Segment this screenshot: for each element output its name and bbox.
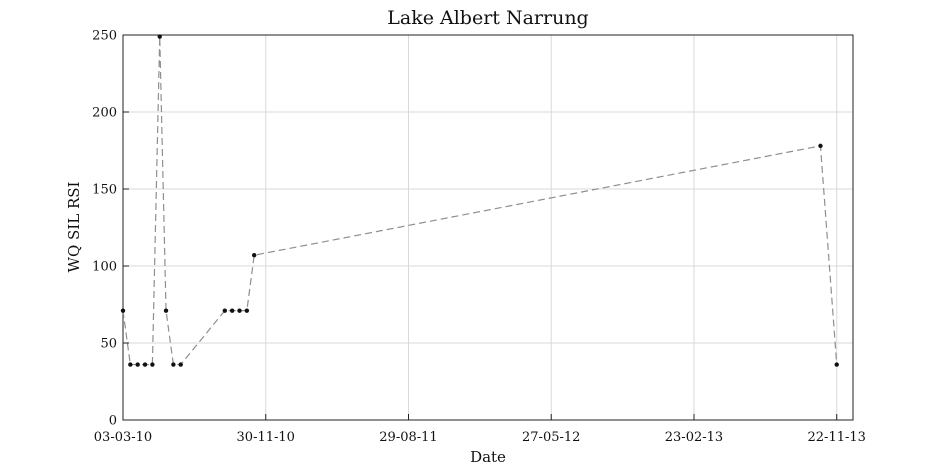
y-axis-label: WQ SIL RSI [65, 181, 83, 272]
x-tick-label: 30-11-10 [237, 430, 295, 445]
x-tick-label: 23-02-13 [665, 430, 723, 445]
x-tick-layer: 03-03-10 30-11-10 29-08-11 27-05-12 23-02-13… [94, 414, 866, 445]
data-point [834, 362, 839, 367]
data-point [229, 308, 235, 313]
y-tick-label: 200 [92, 106, 117, 121]
x-tick-label: 29-08-11 [379, 430, 437, 445]
data-point [150, 362, 155, 367]
data-point [120, 308, 126, 313]
point-layer [120, 34, 839, 367]
y-tick-label: 50 [100, 337, 117, 352]
data-point [237, 308, 242, 313]
chart-title: Lake Albert Narrung [387, 7, 588, 29]
y-tick-label: 150 [92, 183, 117, 198]
data-point [128, 362, 133, 367]
line-layer [122, 36, 838, 366]
plot-frame [122, 34, 854, 421]
y-tick-label: 0 [109, 414, 117, 429]
data-point [252, 253, 257, 258]
data-point [244, 308, 250, 313]
data-point [157, 34, 162, 39]
data-point [135, 362, 140, 367]
data-point [163, 308, 169, 313]
y-tick-label: 250 [92, 29, 117, 44]
x-tick-label: 22-11-13 [808, 430, 866, 445]
y-tick-label: 100 [92, 260, 117, 275]
y-tick-layer: 0 50 100 150 200 250 [92, 29, 129, 429]
data-point [142, 362, 148, 367]
x-tick-label: 03-03-10 [94, 430, 152, 445]
data-point [178, 362, 183, 367]
grid-layer [122, 34, 853, 421]
x-tick-label: 27-05-12 [522, 430, 580, 445]
data-point [222, 308, 228, 313]
series-line [122, 36, 838, 366]
data-point [818, 143, 823, 149]
x-axis-label: Date [470, 448, 506, 466]
data-point [171, 362, 176, 367]
